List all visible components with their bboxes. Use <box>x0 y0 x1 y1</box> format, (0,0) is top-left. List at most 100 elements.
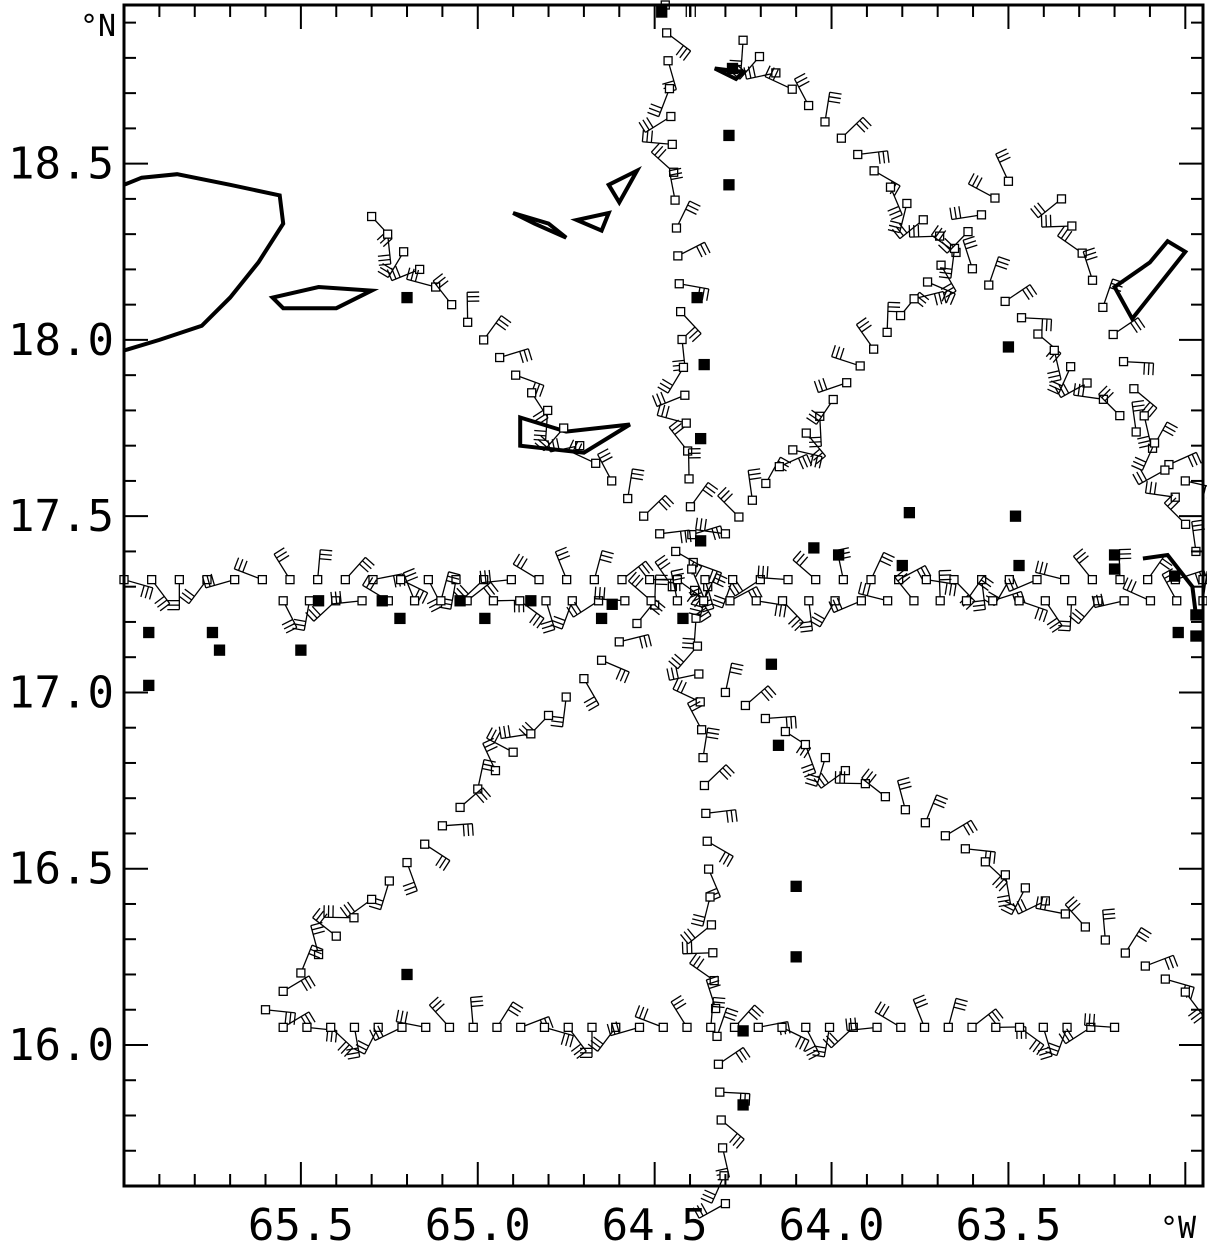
wind-barb-feather <box>1130 322 1138 334</box>
wind-barb-feather <box>883 551 895 559</box>
observation-marker <box>751 596 761 606</box>
dropsonde-marker <box>213 644 226 656</box>
wind-barb-feather <box>1126 579 1133 591</box>
wind-barb-feather <box>802 456 809 468</box>
dropsonde-marker <box>295 644 307 656</box>
observation-marker <box>710 1003 721 1014</box>
observation-marker <box>349 913 359 923</box>
wind-barb-feather <box>661 498 671 508</box>
wind-barb-feather <box>494 731 501 743</box>
wind-barb-feather <box>899 785 912 791</box>
observation-marker <box>1120 948 1130 958</box>
wind-barb-feather <box>1112 278 1125 284</box>
y-tick-label: 16.0 <box>8 1020 114 1071</box>
wind-barb-feather <box>532 615 541 626</box>
wind-barb-feather <box>1190 987 1195 1000</box>
wind-barb-feather <box>588 704 600 712</box>
wind-barb-feather <box>675 666 679 679</box>
wind-barb-feather <box>933 293 938 306</box>
wind-barb-feather <box>672 577 685 581</box>
wind-barb <box>406 862 418 891</box>
wind-barb-feather <box>767 685 777 696</box>
observation-marker <box>900 805 911 815</box>
wind-barb-feather <box>809 454 814 467</box>
wind-barb-feather <box>687 928 696 939</box>
wind-barb-feather <box>815 455 826 465</box>
observation-marker <box>534 574 544 585</box>
observation-marker <box>1139 411 1149 421</box>
observation-marker <box>508 747 518 757</box>
observation-marker <box>780 726 791 737</box>
wind-barb-feather <box>555 546 567 553</box>
wind-barb-feather <box>662 80 675 85</box>
wind-barb-feather <box>292 627 305 631</box>
wind-barb-feather <box>1043 562 1048 575</box>
wind-barb-feather <box>426 597 439 605</box>
wind-barb <box>501 733 531 740</box>
axis-labels: °N °W 18.5 18.0 17.5 17.0 16.5 16.0 65.5 65.0 64… <box>8 9 1197 1247</box>
wind-barb-feather <box>882 151 886 164</box>
wind-barb-feather <box>768 67 775 79</box>
wind-barb-feather <box>764 65 771 77</box>
observation-marker <box>1145 596 1156 606</box>
observation-marker <box>278 986 288 996</box>
wind-barb-feather <box>700 1197 713 1204</box>
wind-barb-feather <box>1004 580 1010 592</box>
wind-barb-feather <box>730 666 743 671</box>
wind-barb-feather <box>938 292 943 305</box>
wind-barb-feather <box>656 393 662 406</box>
vieques-island <box>268 284 380 311</box>
wind-barb-feather <box>729 671 742 676</box>
wind-barb-feather <box>686 591 695 603</box>
wind-barb-feather <box>748 468 761 472</box>
wind-barb-feather <box>154 595 165 605</box>
wind-barb-feather <box>689 953 698 964</box>
wind-barb-feather <box>861 324 872 333</box>
wind-barb-feather <box>845 1018 848 1031</box>
wind-barb-feather <box>726 1007 739 1013</box>
observation-marker <box>1087 275 1098 285</box>
wind-barb-feather <box>490 581 499 593</box>
wind-barb-feather <box>305 612 315 622</box>
wind-barb-feather <box>392 575 397 588</box>
wind-barb-feather <box>599 452 611 459</box>
wind-barb-feather <box>368 905 381 911</box>
wind-barb-feather <box>377 270 389 279</box>
wind-barb-feather <box>1095 594 1100 607</box>
wind-barb-feather <box>631 574 641 585</box>
wind-barb-feather <box>893 185 901 197</box>
wind-barb-feather <box>1077 383 1081 396</box>
observation-marker <box>754 51 765 62</box>
wind-barb-feather <box>978 583 989 592</box>
wind-barb-feather <box>692 918 705 923</box>
observation-marker <box>729 1022 740 1033</box>
wind-barb-feather <box>486 584 496 595</box>
observation-marker <box>961 596 972 606</box>
wind-barb-feather <box>690 591 702 598</box>
wind-barb-feather <box>799 625 812 629</box>
wind-barb-feather <box>832 599 839 612</box>
observation-marker <box>738 35 748 45</box>
wind-barb-feather <box>406 267 411 280</box>
wind-barb-feather <box>1132 404 1145 408</box>
wind-barb-feather <box>319 913 328 924</box>
wind-barb-feather <box>402 881 415 888</box>
wind-barb-feather <box>696 1205 704 1217</box>
observation-marker <box>836 133 847 143</box>
wind-barb-feather <box>369 1029 376 1041</box>
observation-marker <box>589 574 599 585</box>
wind-barb-feather <box>715 1167 728 1172</box>
wind-barb-feather <box>347 901 356 913</box>
wind-barb-feather <box>650 130 654 143</box>
wind-barb-feather <box>1131 399 1144 403</box>
observation-marker <box>728 574 738 585</box>
wind-barb-feather <box>560 1032 566 1045</box>
observation-marker <box>384 876 394 886</box>
dropsonde-marker <box>1002 341 1015 353</box>
wind-barb <box>1094 600 1125 609</box>
observation-marker <box>526 729 536 739</box>
wind-barb-feather <box>1140 927 1152 935</box>
wind-barb-feather <box>938 276 951 279</box>
wind-barb-feather <box>524 721 535 732</box>
wind-barb-feather <box>707 727 720 731</box>
